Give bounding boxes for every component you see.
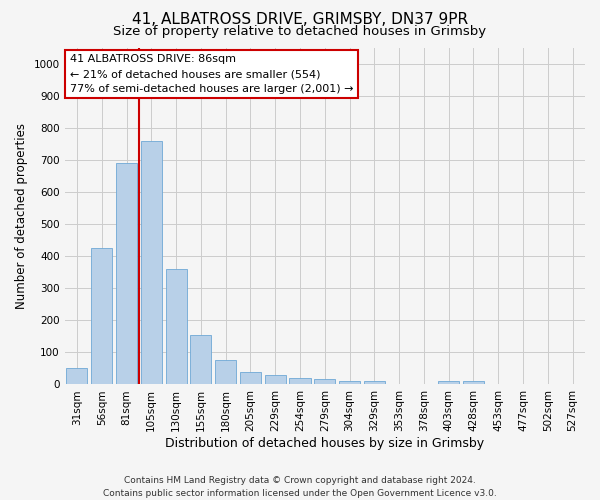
Y-axis label: Number of detached properties: Number of detached properties [15,123,28,309]
Bar [364,381,385,384]
Bar [215,360,236,384]
Bar [438,381,459,384]
Text: Size of property relative to detached houses in Grimsby: Size of property relative to detached ho… [113,25,487,38]
Bar [116,163,137,384]
Text: 41, ALBATROSS DRIVE, GRIMSBY, DN37 9PR: 41, ALBATROSS DRIVE, GRIMSBY, DN37 9PR [132,12,468,28]
Bar [67,368,88,384]
Bar [463,381,484,384]
Text: Contains HM Land Registry data © Crown copyright and database right 2024.
Contai: Contains HM Land Registry data © Crown c… [103,476,497,498]
Bar [314,378,335,384]
Text: 41 ALBATROSS DRIVE: 86sqm
← 21% of detached houses are smaller (554)
77% of semi: 41 ALBATROSS DRIVE: 86sqm ← 21% of detac… [70,54,353,94]
Bar [240,372,261,384]
Bar [91,248,112,384]
Bar [190,334,211,384]
Bar [265,375,286,384]
Bar [166,269,187,384]
Bar [141,140,162,384]
Bar [339,381,360,384]
Bar [289,378,311,384]
X-axis label: Distribution of detached houses by size in Grimsby: Distribution of detached houses by size … [165,437,484,450]
